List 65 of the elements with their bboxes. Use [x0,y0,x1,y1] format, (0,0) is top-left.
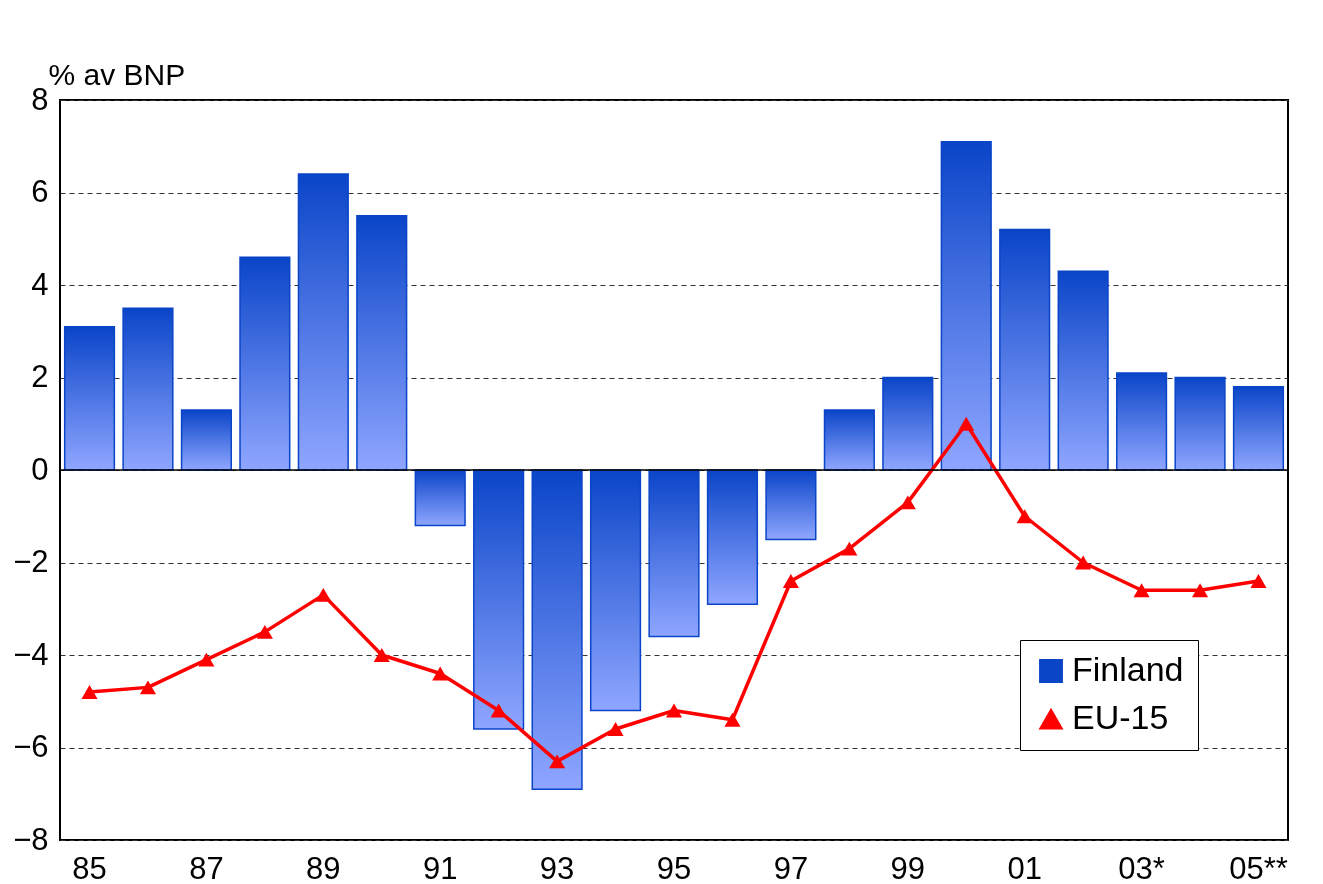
bar [1116,372,1168,471]
point [782,574,799,588]
x-tick-label: 91 [422,850,458,884]
y-tick-label: −6 [13,729,49,764]
x-tick-label: 93 [539,850,575,884]
point [81,685,98,699]
x-tick-label: 01 [1007,850,1042,884]
bar [765,469,817,541]
bar [882,376,934,471]
y-tick-label: 8 [31,81,49,117]
y-tick-label: 6 [31,174,49,209]
legend-label: EU-15 [1072,698,1169,736]
point [899,495,916,510]
bar [1057,270,1109,471]
y-axis-title: % av BNP [48,57,186,91]
legend-label: Finland [1072,650,1184,688]
y-tick-label: 2 [31,359,49,394]
point [432,666,449,681]
point [256,624,273,639]
bar [63,325,116,471]
bar [473,469,525,730]
bar [1174,376,1226,471]
bar [589,469,642,712]
y-tick-label: −2 [13,544,49,579]
bar [999,228,1051,471]
point [958,416,975,431]
bar [122,307,174,471]
x-tick-label: 03* [1118,850,1165,884]
x-tick-label: 89 [306,850,341,884]
bar [239,256,291,471]
x-tick-label: 97 [773,850,809,884]
point [549,754,566,769]
x-tick-label: 99 [890,850,926,884]
point [1191,583,1209,598]
point [1250,574,1267,588]
point [665,703,683,718]
bar [1232,386,1285,471]
x-tick-label: 95 [656,850,692,884]
bar [648,469,700,638]
y-tick-label: 4 [31,266,49,302]
point [607,722,624,736]
bar [823,409,875,471]
y-tick-label: 0 [31,451,49,487]
x-tick-label: 87 [189,850,224,884]
bar [531,469,583,790]
bar [414,469,466,527]
point [1075,555,1092,570]
y-tick-label: −8 [13,821,49,857]
point [139,680,157,695]
x-tick-label: 85 [72,850,107,884]
point [490,703,507,718]
bar [180,409,232,471]
point [1016,509,1033,524]
point [841,541,858,556]
bar [706,469,759,605]
y-tick-label: −4 [13,636,49,672]
point [724,712,741,727]
bar [297,173,349,471]
point [198,652,215,667]
point [373,648,390,662]
bar [356,214,408,471]
x-tick-label: 05** [1229,850,1288,884]
bar [940,140,992,471]
point [315,587,332,602]
point [1133,583,1150,598]
